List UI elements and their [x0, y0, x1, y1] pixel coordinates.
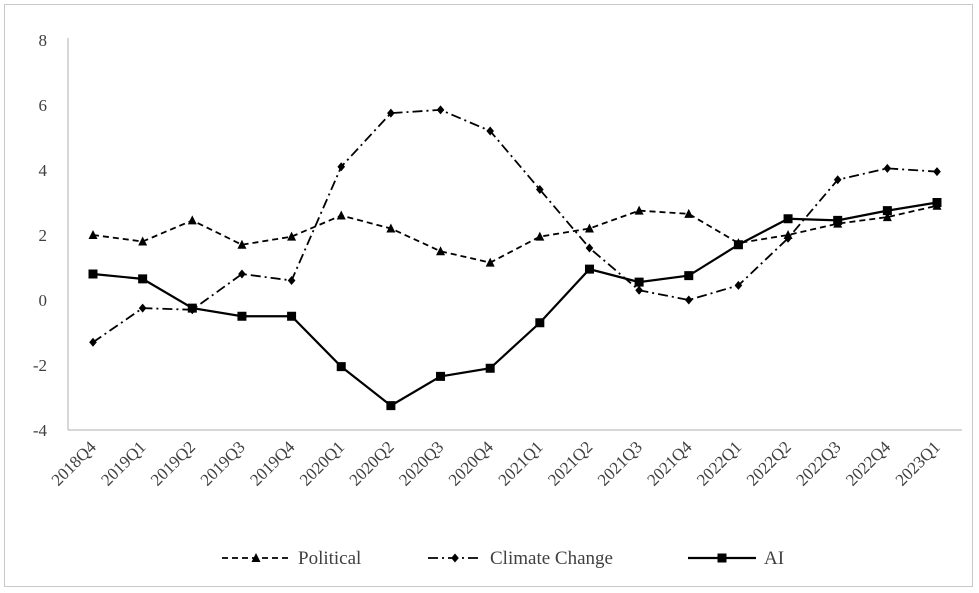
legend-label-ai: AI: [764, 548, 784, 569]
data-point-political: [237, 239, 247, 249]
y-tick-label: 0: [39, 291, 48, 310]
x-tick-label: 2022Q2: [743, 437, 795, 489]
series-line-ai: [92, 201, 938, 407]
series-ai: [88, 198, 942, 411]
x-tick-label: 2020Q1: [296, 437, 348, 489]
legend-marker-political: [251, 553, 261, 562]
y-tick-label: -4: [33, 421, 48, 440]
data-point-climate-change: [684, 295, 693, 305]
legend-item-ai: AI: [688, 548, 784, 569]
legend-item-political: Political: [222, 548, 361, 569]
data-point-ai: [485, 363, 495, 373]
data-point-climate-change: [337, 162, 346, 172]
data-point-climate-change: [486, 126, 495, 136]
data-point-political: [882, 212, 892, 222]
series-climate-change: [89, 105, 941, 347]
legend-label-political: Political: [298, 548, 361, 569]
data-point-ai: [584, 264, 594, 274]
data-point-ai: [287, 311, 297, 321]
x-tick-label: 2021Q1: [494, 437, 546, 489]
data-point-climate-change: [833, 175, 842, 185]
data-point-climate-change: [883, 163, 892, 173]
y-tick-label: 2: [39, 226, 48, 245]
legend-item-climate-change: Climate Change: [428, 548, 613, 569]
data-point-ai: [733, 240, 743, 250]
x-tick-label: 2020Q3: [395, 437, 447, 489]
data-point-ai: [535, 318, 545, 328]
data-point-climate-change: [387, 108, 395, 118]
data-point-ai: [783, 214, 793, 224]
data-point-climate-change: [585, 243, 594, 253]
data-point-ai: [436, 371, 446, 381]
x-tick-label: 2022Q3: [792, 437, 844, 489]
data-point-political: [336, 210, 346, 220]
data-point-climate-change: [734, 280, 743, 290]
data-point-climate-change: [635, 285, 643, 295]
legend-label-climate-change: Climate Change: [490, 548, 613, 569]
x-tick-label: 2019Q4: [246, 437, 299, 490]
data-point-climate-change: [89, 337, 97, 347]
data-point-ai: [684, 271, 694, 281]
series-layer: [88, 105, 942, 411]
data-point-climate-change: [287, 276, 296, 285]
x-tick-label: 2020Q4: [445, 437, 498, 490]
x-tick-label: 2019Q3: [197, 437, 249, 489]
data-point-political: [634, 205, 644, 215]
data-point-political: [287, 231, 297, 241]
y-tick-label: -2: [33, 356, 47, 375]
data-point-climate-change: [138, 303, 147, 313]
x-tick-label: 2022Q1: [693, 437, 745, 489]
data-point-ai: [386, 401, 396, 411]
data-point-ai: [336, 362, 346, 372]
data-point-climate-change: [436, 105, 445, 115]
x-tick-label: 2019Q1: [97, 437, 149, 489]
x-tick-label: 2019Q2: [147, 437, 199, 489]
data-point-ai: [634, 277, 644, 287]
x-tick-label: 2021Q3: [594, 437, 646, 489]
legend: Political Climate Change AI: [222, 548, 784, 569]
data-point-political: [88, 230, 98, 239]
x-tick-label: 2021Q2: [544, 437, 596, 489]
data-point-political: [386, 223, 396, 233]
data-point-political: [436, 246, 446, 256]
x-tick-label: 2021Q4: [643, 437, 696, 490]
data-point-ai: [932, 198, 942, 207]
data-point-ai: [187, 303, 197, 313]
data-point-political: [485, 257, 495, 267]
data-point-climate-change: [535, 185, 544, 194]
data-point-ai: [88, 269, 98, 279]
data-point-political: [584, 223, 594, 233]
data-point-climate-change: [933, 167, 941, 177]
y-tick-label: 8: [39, 31, 48, 50]
x-tick-label: 2018Q4: [48, 437, 101, 490]
legend-marker-climate-change: [451, 553, 459, 563]
data-point-climate-change: [784, 233, 792, 243]
x-tick-label: 2022Q4: [842, 437, 895, 490]
y-tick-label: 4: [39, 161, 48, 180]
data-point-ai: [237, 311, 247, 321]
series-line-political: [92, 204, 938, 264]
x-tick-label: 2020Q2: [346, 437, 398, 489]
data-point-political: [187, 215, 197, 225]
series-political: [88, 200, 942, 267]
chart-frame: [4, 4, 973, 587]
series-line-climate-change: [92, 108, 938, 343]
data-point-political: [138, 236, 148, 246]
data-point-political: [684, 208, 694, 218]
x-tick-label: 2023Q1: [892, 437, 944, 489]
axes: 86420-2-42018Q42019Q12019Q22019Q32019Q42…: [33, 31, 962, 490]
data-point-ai: [138, 274, 148, 284]
data-point-climate-change: [238, 269, 246, 279]
legend-marker-ai: [717, 553, 727, 563]
data-point-political: [535, 231, 545, 241]
y-tick-label: 6: [39, 96, 48, 115]
data-point-ai: [833, 215, 843, 225]
data-point-ai: [882, 206, 892, 216]
